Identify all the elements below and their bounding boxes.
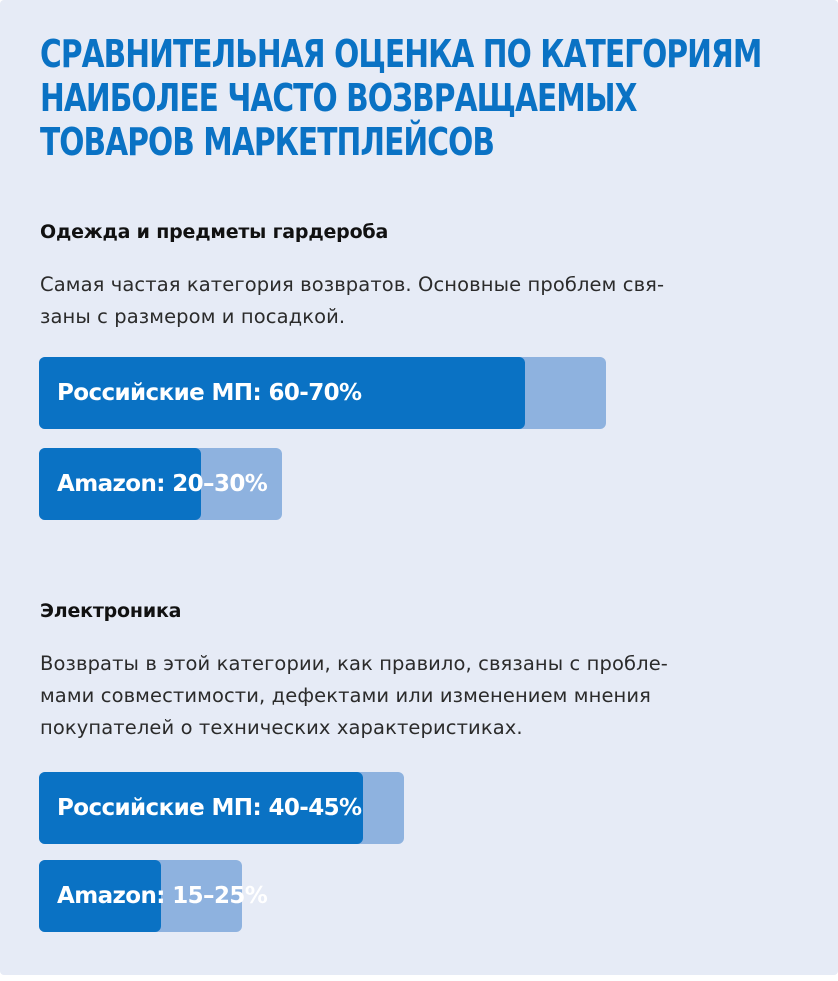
title-line: НАИБОЛЕЕ ЧАСТО ВОЗВРАЩАЕМЫХ: [40, 76, 637, 120]
bar-fill: [39, 357, 525, 429]
description-line: Возвраты в этой категории, как правило, …: [40, 652, 668, 675]
category-heading-electronics: Электроника: [40, 600, 182, 622]
bar-label: Российские МП: 40-45%: [57, 795, 362, 821]
title-line: ТОВАРОВ МАРКЕТПЛЕЙСОВ: [40, 120, 495, 164]
bar-fill: [39, 772, 363, 844]
category-description-electronics: Возвраты в этой категории, как правило, …: [40, 648, 800, 744]
description-line: покупателей о технических характеристика…: [40, 716, 523, 739]
bar-label: Amazon: 20–30%: [57, 471, 268, 497]
bar-clothing-russian-mp: Российские МП: 60-70%: [39, 357, 606, 429]
bar-electronics-russian-mp: Российские МП: 40-45%: [39, 772, 404, 844]
bar-fill: [39, 860, 161, 932]
description-line: заны с размером и посадкой.: [40, 305, 346, 328]
description-line: мами совместимости, дефектами или измене…: [40, 684, 651, 707]
description-line: Самая частая категория возвратов. Основн…: [40, 273, 665, 296]
title-line: СРАВНИТЕЛЬНАЯ ОЦЕНКА ПО КАТЕГОРИЯМ: [40, 32, 762, 76]
category-heading-clothing: Одежда и предметы гардероба: [40, 221, 389, 243]
bar-fill: [39, 448, 201, 520]
bar-electronics-amazon: Amazon: 15–25%: [39, 860, 268, 932]
bar-label: Amazon: 15–25%: [57, 883, 268, 909]
bar-label: Российские МП: 60-70%: [57, 380, 362, 406]
page-title: СРАВНИТЕЛЬНАЯ ОЦЕНКА ПО КАТЕГОРИЯМ НАИБО…: [40, 32, 820, 164]
category-description-clothing: Самая частая категория возвратов. Основн…: [40, 269, 800, 333]
bar-clothing-amazon: Amazon: 20–30%: [39, 448, 282, 520]
